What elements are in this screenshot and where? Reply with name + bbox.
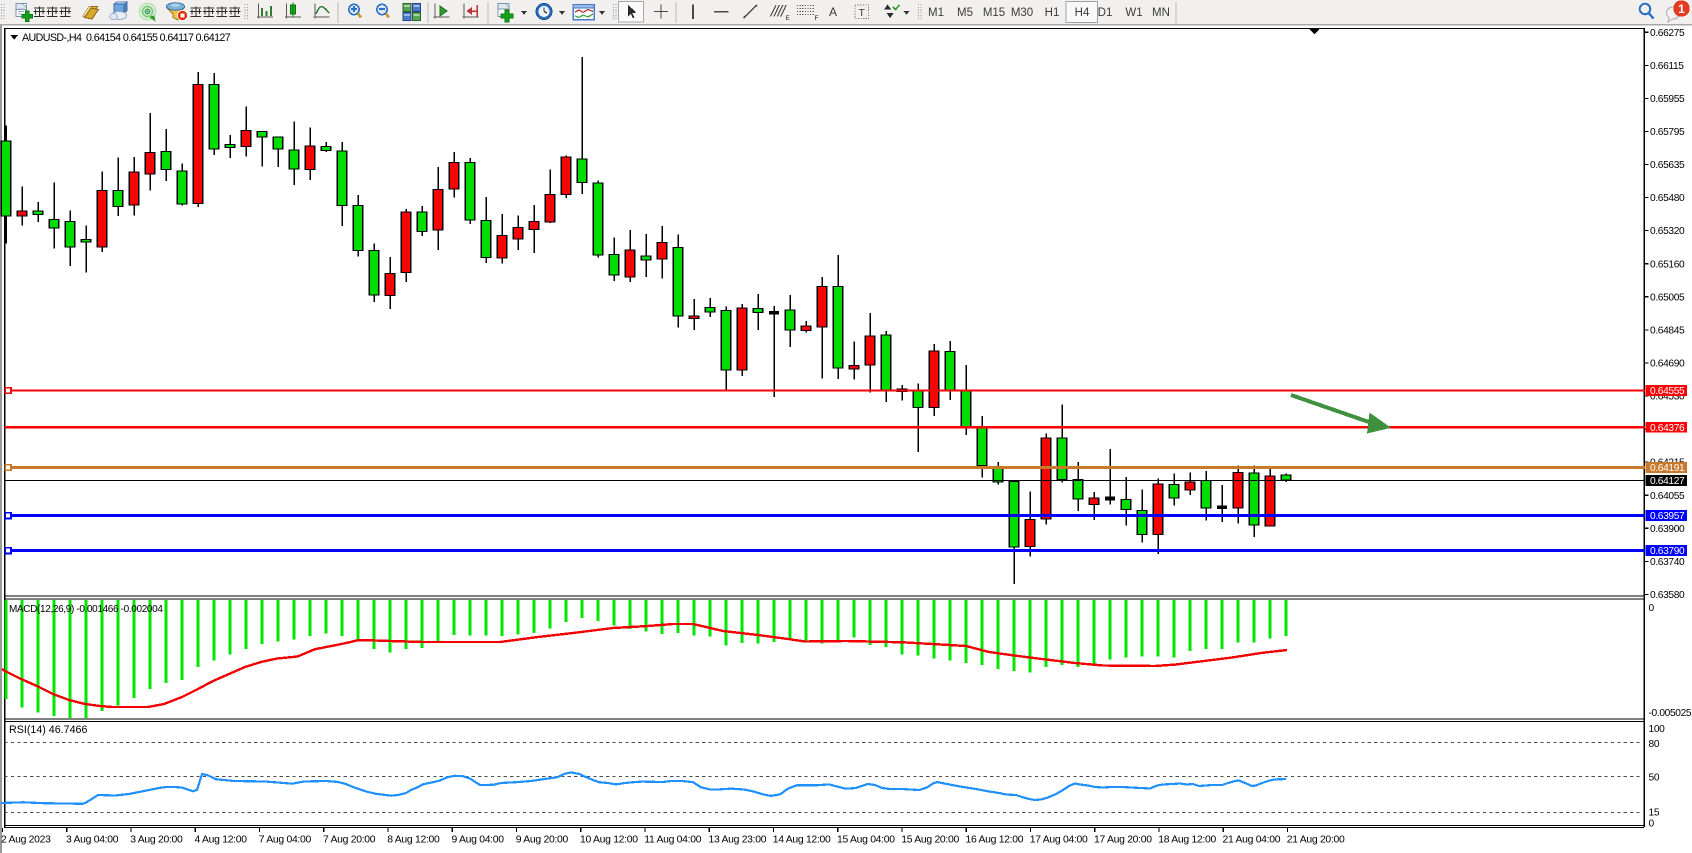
svg-text:15: 15	[1649, 808, 1660, 819]
svg-text:-0.005025: -0.005025	[1649, 708, 1692, 719]
svg-text:M5: M5	[957, 7, 973, 19]
svg-text:4 Aug 12:00: 4 Aug 12:00	[195, 835, 248, 846]
svg-text:7 Aug 20:00: 7 Aug 20:00	[323, 835, 376, 846]
svg-text:0.64845: 0.64845	[1650, 325, 1685, 336]
svg-text:9 Aug 20:00: 9 Aug 20:00	[516, 835, 569, 846]
svg-text:MACD(12,26,9) -0.001466 -0.002: MACD(12,26,9) -0.001466 -0.002004	[9, 604, 163, 615]
svg-text:0: 0	[1649, 603, 1655, 614]
svg-text:21 Aug 04:00: 21 Aug 04:00	[1223, 835, 1281, 846]
svg-text:3 Aug 20:00: 3 Aug 20:00	[130, 835, 183, 846]
svg-text:H4: H4	[1075, 7, 1090, 19]
svg-text:21 Aug 20:00: 21 Aug 20:00	[1287, 835, 1345, 846]
svg-text:0.65955: 0.65955	[1650, 94, 1685, 105]
svg-text:0.63957: 0.63957	[1650, 511, 1685, 522]
svg-text:0.65635: 0.65635	[1650, 160, 1685, 171]
svg-text:15 Aug 20:00: 15 Aug 20:00	[901, 835, 959, 846]
svg-text:E: E	[786, 15, 791, 22]
svg-text:F: F	[815, 15, 819, 22]
svg-text:1: 1	[1678, 2, 1685, 16]
svg-text:0.65320: 0.65320	[1650, 226, 1685, 237]
svg-text:0.65480: 0.65480	[1650, 193, 1685, 204]
svg-text:16 Aug 12:00: 16 Aug 12:00	[966, 835, 1024, 846]
svg-text:0.64127: 0.64127	[1650, 476, 1685, 487]
svg-text:0.64191: 0.64191	[1650, 463, 1685, 474]
svg-text:14 Aug 12:00: 14 Aug 12:00	[773, 835, 831, 846]
svg-text:17 Aug 20:00: 17 Aug 20:00	[1094, 835, 1152, 846]
svg-text:0.66275: 0.66275	[1650, 28, 1685, 39]
svg-text:100: 100	[1649, 724, 1666, 735]
svg-text:17 Aug 04:00: 17 Aug 04:00	[1030, 835, 1088, 846]
svg-text:2 Aug 2023: 2 Aug 2023	[1, 835, 51, 846]
svg-text:0: 0	[1649, 818, 1655, 829]
svg-text:RSI(14) 46.7466: RSI(14) 46.7466	[9, 724, 87, 736]
svg-text:0.66115: 0.66115	[1650, 61, 1684, 72]
svg-text:T: T	[859, 7, 866, 19]
svg-text:10 Aug 12:00: 10 Aug 12:00	[580, 835, 638, 846]
svg-text:0.63900: 0.63900	[1650, 524, 1685, 535]
svg-text:0.63790: 0.63790	[1650, 546, 1685, 557]
svg-text:M1: M1	[928, 7, 944, 19]
svg-text:D1: D1	[1098, 7, 1113, 19]
svg-text:0.65005: 0.65005	[1650, 292, 1685, 303]
svg-text:18 Aug 12:00: 18 Aug 12:00	[1158, 835, 1216, 846]
svg-text:7 Aug 04:00: 7 Aug 04:00	[259, 835, 312, 846]
svg-text:AUDUSD-,H4 0.64154 0.64155 0.: AUDUSD-,H4 0.64154 0.64155 0.64117 0.641…	[22, 32, 231, 44]
svg-text:80: 80	[1649, 739, 1660, 750]
svg-text:8 Aug 12:00: 8 Aug 12:00	[387, 835, 440, 846]
svg-text:0.64690: 0.64690	[1650, 359, 1685, 370]
svg-text:11 Aug 04:00: 11 Aug 04:00	[644, 835, 701, 846]
svg-text:W1: W1	[1125, 7, 1142, 19]
svg-text:3 Aug 04:00: 3 Aug 04:00	[66, 835, 119, 846]
svg-text:0.63580: 0.63580	[1650, 590, 1685, 601]
svg-text:H1: H1	[1045, 7, 1060, 19]
svg-text:0.64530: 0.64530	[1650, 392, 1685, 403]
svg-text:M15: M15	[983, 7, 1005, 19]
svg-text:M30: M30	[1011, 7, 1033, 19]
svg-text:0.65795: 0.65795	[1650, 127, 1685, 138]
svg-text:0.64376: 0.64376	[1650, 423, 1685, 434]
svg-text:0.65160: 0.65160	[1650, 259, 1685, 270]
svg-text:13 Aug 23:00: 13 Aug 23:00	[709, 835, 767, 846]
svg-text:MN: MN	[1152, 7, 1170, 19]
svg-text:A: A	[829, 5, 837, 19]
svg-text:0.63740: 0.63740	[1650, 557, 1685, 568]
svg-text:9 Aug 04:00: 9 Aug 04:00	[452, 835, 505, 846]
svg-text:15 Aug 04:00: 15 Aug 04:00	[837, 835, 895, 846]
svg-text:0.64555: 0.64555	[1650, 386, 1685, 397]
svg-text:0.64055: 0.64055	[1650, 491, 1685, 502]
svg-text:50: 50	[1649, 773, 1660, 784]
